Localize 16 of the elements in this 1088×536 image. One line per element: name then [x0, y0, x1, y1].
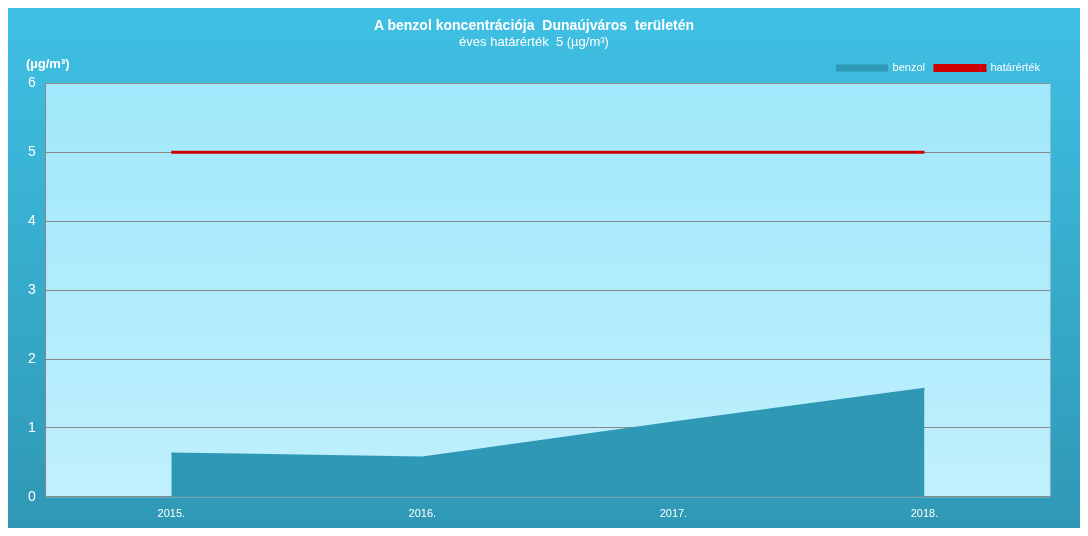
- x-tick-label: 2017.: [659, 507, 688, 520]
- legend-label: határérték: [990, 60, 1041, 73]
- chart-subtitle: éves határérték 5 (µg/m³): [459, 34, 609, 50]
- chart-title: A benzol koncentrációja Dunaújváros területén: [374, 17, 694, 34]
- legend-label: benzol: [892, 60, 925, 73]
- x-tick-label: 2015.: [157, 507, 186, 520]
- y-tick-label: 2: [27, 349, 36, 366]
- x-tick-label: 2018.: [910, 507, 939, 520]
- y-tick-label: 0: [27, 487, 36, 504]
- y-tick-label: 1: [27, 418, 36, 435]
- y-tick-label: 3: [27, 280, 36, 297]
- y-tick-label: 4: [27, 212, 36, 229]
- x-tick-label: 2016.: [408, 507, 437, 520]
- y-tick-label: 5: [27, 143, 36, 160]
- y-tick-label: 6: [27, 74, 36, 91]
- y-axis-title: (µg/m³): [26, 56, 70, 71]
